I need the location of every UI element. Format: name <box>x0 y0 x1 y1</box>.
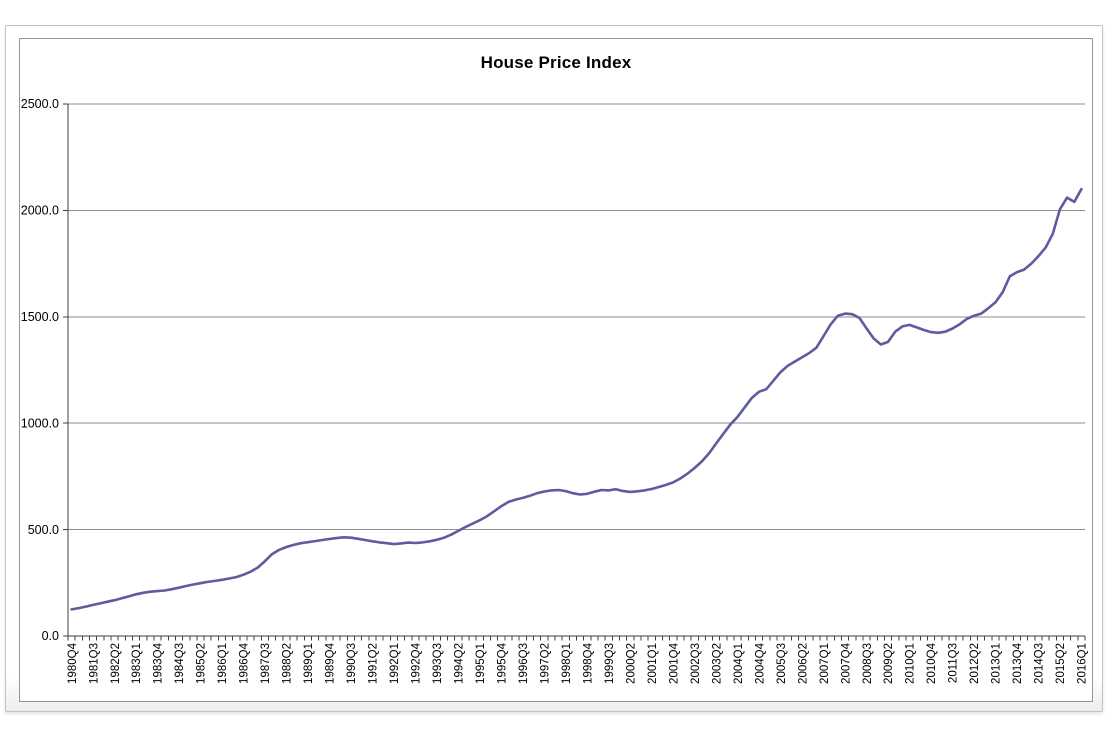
x-axis-label: 1989Q4 <box>325 642 337 684</box>
y-axis-label: 2500.0 <box>21 97 59 111</box>
x-axis-label: 1994Q2 <box>454 643 466 684</box>
x-axis-label: 1995Q4 <box>497 642 509 684</box>
x-axis-label: 1986Q4 <box>239 642 251 684</box>
x-axis-label: 1988Q2 <box>282 643 294 684</box>
x-axis-label: 2001Q4 <box>668 642 680 684</box>
x-axis-label: 1985Q2 <box>196 643 208 684</box>
x-axis-label: 1984Q3 <box>174 643 186 684</box>
x-axis-label: 1996Q3 <box>518 643 530 684</box>
x-axis-label: 2009Q2 <box>883 643 895 684</box>
x-axis-label: 1998Q1 <box>561 643 573 684</box>
x-axis-label: 2013Q1 <box>991 643 1003 684</box>
x-axis-label: 1995Q1 <box>475 643 487 684</box>
y-axis-label: 1500.0 <box>21 310 59 324</box>
x-axis-label: 2002Q3 <box>690 643 702 684</box>
x-axis-label: 2016Q1 <box>1077 643 1089 684</box>
x-axis-label: 2001Q1 <box>647 643 659 684</box>
x-axis-label: 1982Q2 <box>110 643 122 684</box>
x-axis-label: 2007Q4 <box>840 642 852 684</box>
y-axis-label: 0.0 <box>42 629 59 643</box>
x-axis-label: 1990Q3 <box>346 643 358 684</box>
x-axis-label: 2006Q2 <box>797 643 809 684</box>
x-axis-label: 1998Q4 <box>582 642 594 684</box>
x-axis-label: 1981Q3 <box>88 643 100 684</box>
x-axis-label: 2008Q3 <box>862 643 874 684</box>
x-axis-label: 2010Q1 <box>905 643 917 684</box>
x-axis-label: 1989Q1 <box>303 643 315 684</box>
y-axis-label: 500.0 <box>28 523 59 537</box>
x-axis-label: 2011Q3 <box>948 643 960 683</box>
x-axis-label: 1983Q1 <box>131 643 143 684</box>
x-axis-label: 2000Q2 <box>625 643 637 684</box>
y-axis-label: 2000.0 <box>21 204 59 218</box>
x-axis-label: 1992Q4 <box>411 642 423 684</box>
x-axis-label: 1987Q3 <box>260 643 272 684</box>
x-axis-label: 2003Q2 <box>711 643 723 684</box>
x-axis-label: 2014Q3 <box>1034 643 1046 684</box>
chart-title: House Price Index <box>480 53 632 72</box>
x-axis-label: 2004Q1 <box>733 643 745 684</box>
x-axis-label: 1991Q2 <box>368 643 380 684</box>
x-axis-label: 1983Q4 <box>153 642 165 684</box>
house-price-index-chart: House Price Index 0.0 500.0 1000.0 1500.0 20… <box>19 38 1093 702</box>
x-axis-label: 2007Q1 <box>819 643 831 684</box>
x-axis-label: 1986Q1 <box>217 643 229 684</box>
x-axis-label: 2005Q3 <box>776 643 788 684</box>
y-axis-label: 1000.0 <box>21 416 59 430</box>
plot-area: 0.0 500.0 1000.0 1500.0 2000.0 2500.0 1980Q4 19… <box>21 97 1089 684</box>
x-axis-label: 2015Q2 <box>1055 643 1067 684</box>
x-axis-label: 2012Q2 <box>969 643 981 684</box>
x-axis-label: 1992Q1 <box>389 643 401 684</box>
series-line <box>70 187 1083 611</box>
x-axis-label: 2013Q4 <box>1012 642 1024 684</box>
x-axis-label: 1999Q3 <box>604 643 616 684</box>
x-axis-label: 2010Q4 <box>926 642 938 684</box>
x-axis-label: 1997Q2 <box>540 643 552 684</box>
x-axis-label: 1993Q3 <box>432 643 444 684</box>
x-axis-label: 1980Q4 <box>67 642 79 684</box>
x-axis-label: 2004Q4 <box>754 642 766 684</box>
image-frame: House Price Index 0.0 500.0 1000.0 1500.0 20… <box>5 25 1103 712</box>
